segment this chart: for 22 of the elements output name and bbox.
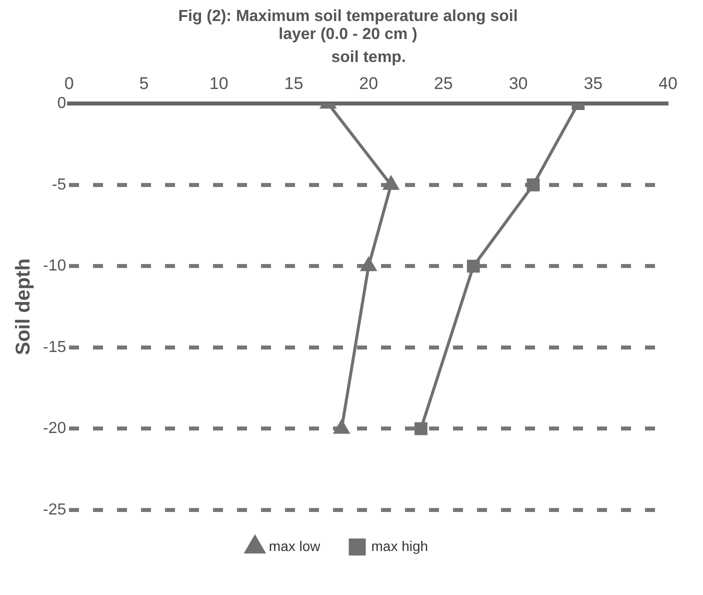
chart-title: Fig (2): Maximum soil temperature along soil layer (0.0 - 20 cm ) [177,8,519,44]
x-tick-label: 35 [584,74,603,94]
x-tick-label: 40 [658,74,678,94]
x-tick-label: 5 [139,74,149,94]
point [466,260,480,273]
y-axis-title: Soil depth [12,258,35,356]
y-tick-label: -15 [43,338,66,356]
y-tick-label: -20 [43,420,66,438]
legend-label: max low [268,538,322,554]
point [526,178,540,192]
x-axis-title: soil temp. [331,49,406,66]
x-tick-label: 15 [284,74,304,94]
x-tick-label: 20 [359,74,378,94]
y-tick-label: -25 [43,501,66,518]
x-tick-label: 30 [508,74,528,94]
y-tick-label: 0 [57,95,66,112]
point [334,420,350,434]
legend-label: max high [371,538,428,554]
x-tick-label: 10 [209,74,228,94]
y-tick-label: -5 [52,176,66,194]
x-tick-label: 25 [434,74,453,94]
y-tick-label: -10 [43,258,66,275]
